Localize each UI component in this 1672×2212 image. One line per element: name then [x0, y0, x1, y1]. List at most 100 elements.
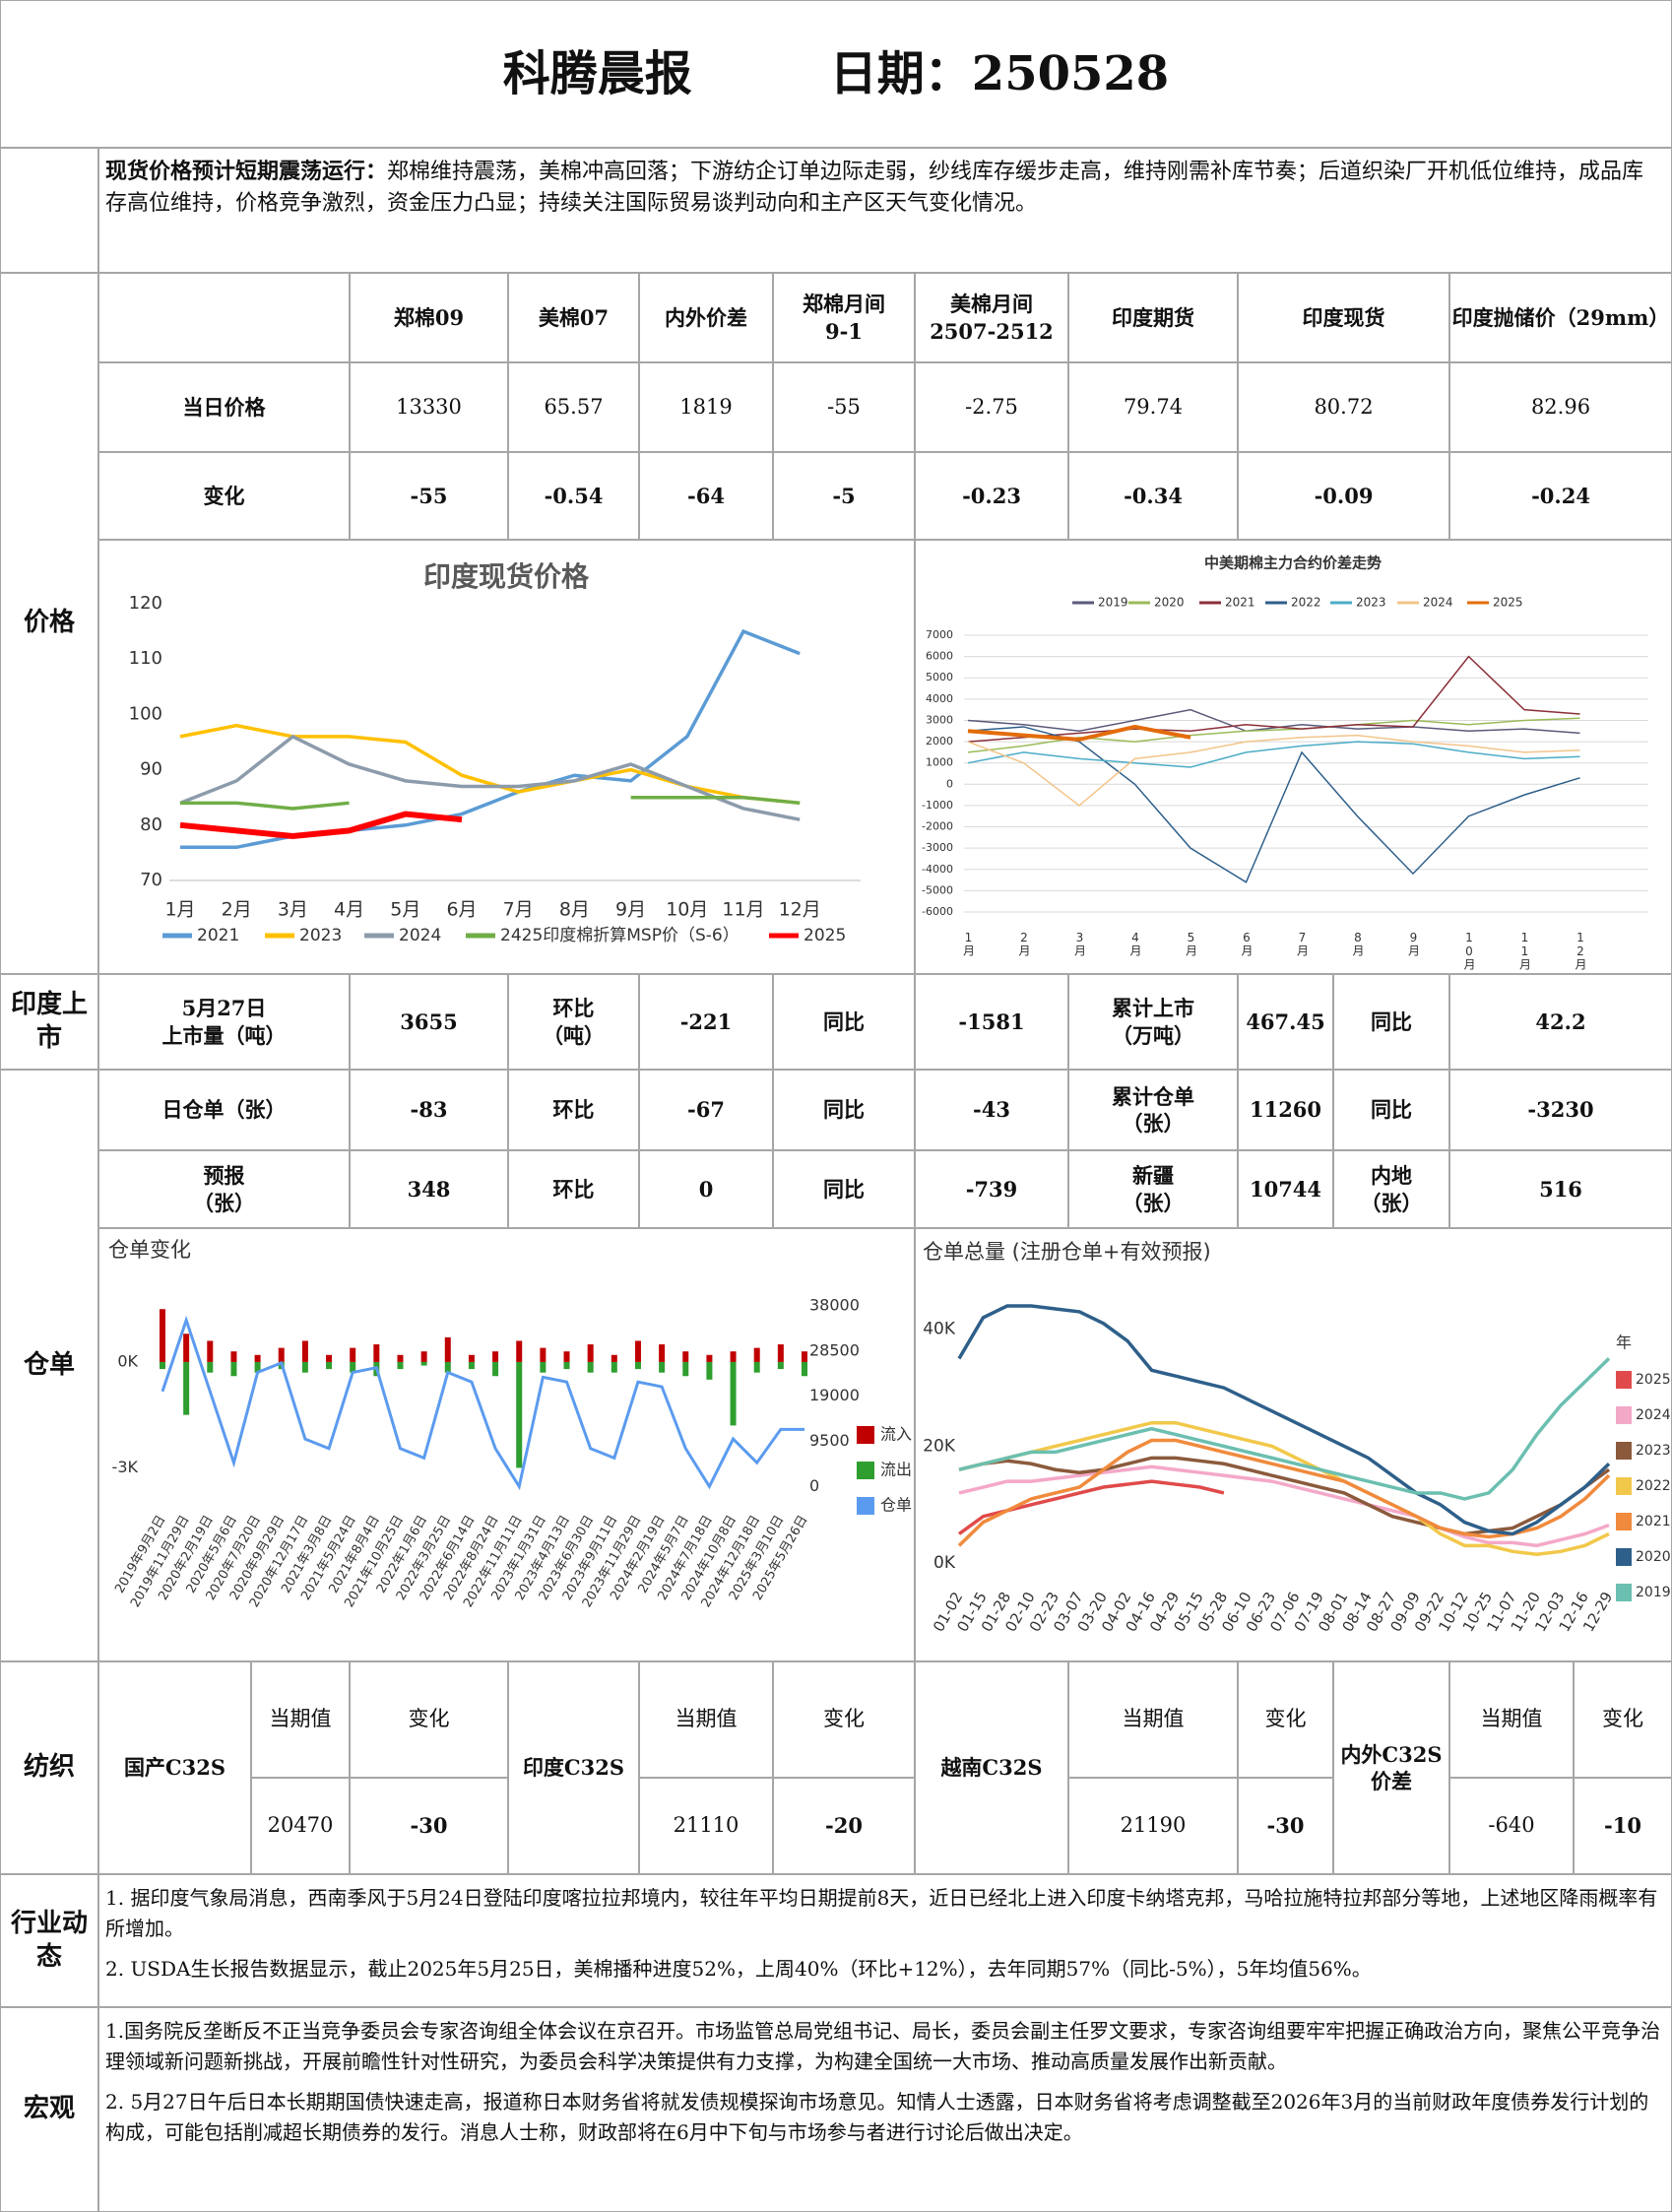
bar: [444, 1336, 451, 1362]
y-tick-label: 40K: [923, 1320, 956, 1339]
price-value: 65.57: [508, 362, 639, 452]
legend-swatch: [1616, 1548, 1632, 1566]
price-value: -5: [773, 452, 915, 540]
y-tick-label: -3K: [112, 1458, 139, 1476]
x-tick-label: 6月: [446, 899, 477, 921]
legend-swatch: [1616, 1406, 1632, 1424]
y-tick-label: 70: [140, 870, 162, 890]
bar: [634, 1340, 641, 1362]
bar: [444, 1361, 451, 1373]
bar: [183, 1334, 190, 1362]
price-value: 82.96: [1449, 362, 1672, 452]
x-tick-label: 1月: [962, 931, 976, 957]
yarn-current: -640: [1449, 1778, 1574, 1874]
series-line: [957, 1438, 1611, 1547]
series-line: [967, 734, 1580, 807]
y-tick-label: 0K: [933, 1553, 956, 1573]
legend-label: 2021: [1636, 1514, 1671, 1529]
chart-title: 印度现货价格: [423, 560, 590, 593]
legend-label: 2425印度棉折算MSP价（S-6）: [500, 926, 740, 945]
series-line: [179, 734, 801, 821]
chart-box: [98, 540, 915, 974]
table-cell: 累计仓单 （张）: [1068, 1070, 1238, 1150]
y-tick-label: 90: [140, 759, 162, 780]
legend-label: 2023: [299, 926, 342, 945]
bar: [397, 1354, 404, 1362]
bar: [682, 1361, 689, 1377]
legend-label: 2022: [1636, 1478, 1671, 1494]
series-line: [967, 741, 1580, 768]
chart-title: 中美期棉主力合约价差走势: [1204, 554, 1382, 572]
price-value: -0.54: [508, 452, 639, 540]
macro-item: 1.国务院反垄断反不正当竞争委员会专家咨询组全体会议在京召开。市场监管总局党组书…: [105, 2019, 1661, 2073]
bar: [326, 1361, 333, 1370]
y2-tick-label: 28500: [809, 1340, 860, 1359]
x-tick-label: 10月: [1462, 931, 1476, 971]
price-value: 80.72: [1238, 362, 1449, 452]
bar: [587, 1361, 594, 1373]
y-tick-label: 100: [129, 703, 162, 724]
y-tick-label: 0K: [117, 1351, 138, 1370]
y-tick-label: 120: [129, 593, 162, 614]
column-header: 印度期货: [1068, 273, 1238, 362]
bar: [492, 1361, 499, 1377]
y2-tick-label: 19000: [809, 1386, 860, 1404]
industry-box: 1. 据印度气象局消息，西南季风于5月24日登陆印度喀拉拉邦境内，较往年平均日期…: [98, 1874, 1672, 2007]
y-tick-label: -4000: [922, 863, 953, 876]
table-cell: 环比: [508, 1150, 639, 1228]
y2-tick-label: 0: [809, 1476, 819, 1495]
legend-swatch: [1616, 1442, 1632, 1460]
x-tick-label: 4月: [334, 899, 364, 921]
bar: [802, 1361, 807, 1377]
series-line: [161, 1315, 804, 1491]
column-header: 美棉07: [508, 273, 639, 362]
bar: [420, 1351, 427, 1362]
table-cell: 累计上市 （万吨）: [1068, 974, 1238, 1070]
column-header: 内外价差: [639, 273, 773, 362]
bar: [420, 1361, 427, 1366]
bar: [160, 1361, 165, 1370]
summary: 现货价格预计短期震荡运行：郑棉维持震荡，美棉冲高回落；下游纺企订单边际走弱，纱线…: [98, 148, 1672, 273]
bar: [230, 1361, 237, 1377]
legend-label: 2023: [1356, 596, 1386, 610]
legend-label: 仓单: [880, 1496, 912, 1515]
price-value: 79.74: [1068, 362, 1238, 452]
bar: [492, 1351, 499, 1362]
table-cell: -3230: [1449, 1070, 1672, 1150]
yarn-header: 当期值: [251, 1661, 350, 1778]
legend-label: 2020: [1154, 596, 1185, 610]
bar: [611, 1354, 617, 1362]
series-line: [967, 655, 1580, 743]
bar: [706, 1361, 713, 1380]
bar: [468, 1354, 475, 1362]
x-tick-label: 5月: [1185, 931, 1198, 957]
table-cell: -67: [639, 1070, 773, 1150]
y-tick-label: 80: [140, 814, 162, 835]
price-value: -0.23: [915, 452, 1068, 540]
y2-tick-label: 38000: [809, 1295, 860, 1314]
table-cell: 环比 （吨）: [508, 974, 639, 1070]
legend-swatch: [857, 1462, 874, 1479]
y-tick-label: 1000: [926, 756, 953, 769]
legend-label: 2024: [1636, 1407, 1671, 1423]
table-cell: 环比: [508, 1070, 639, 1150]
legend-swatch: [1616, 1477, 1632, 1495]
x-tick-label: 11月: [1518, 931, 1532, 971]
x-tick-label: 9月: [615, 899, 646, 921]
yarn-name: 越南C32S: [915, 1661, 1068, 1874]
x-tick-label: 1月: [164, 899, 195, 921]
series-line: [967, 708, 1580, 735]
table-cell: 同比: [1333, 974, 1449, 1070]
x-tick-label: 8月: [1351, 931, 1365, 957]
table-cell: 10744: [1238, 1150, 1333, 1228]
x-tick-label: 7月: [1296, 931, 1310, 957]
section-label: 行业动态: [0, 1874, 98, 2007]
price-value: -64: [639, 452, 773, 540]
table-cell: 同比: [773, 1150, 915, 1228]
bar: [373, 1344, 380, 1362]
section-label: 仓单: [0, 1070, 98, 1661]
legend-label: 2019: [1098, 596, 1128, 610]
bar: [230, 1351, 237, 1362]
x-tick-label: 12月: [779, 899, 821, 921]
yarn-current: 20470: [251, 1778, 350, 1874]
